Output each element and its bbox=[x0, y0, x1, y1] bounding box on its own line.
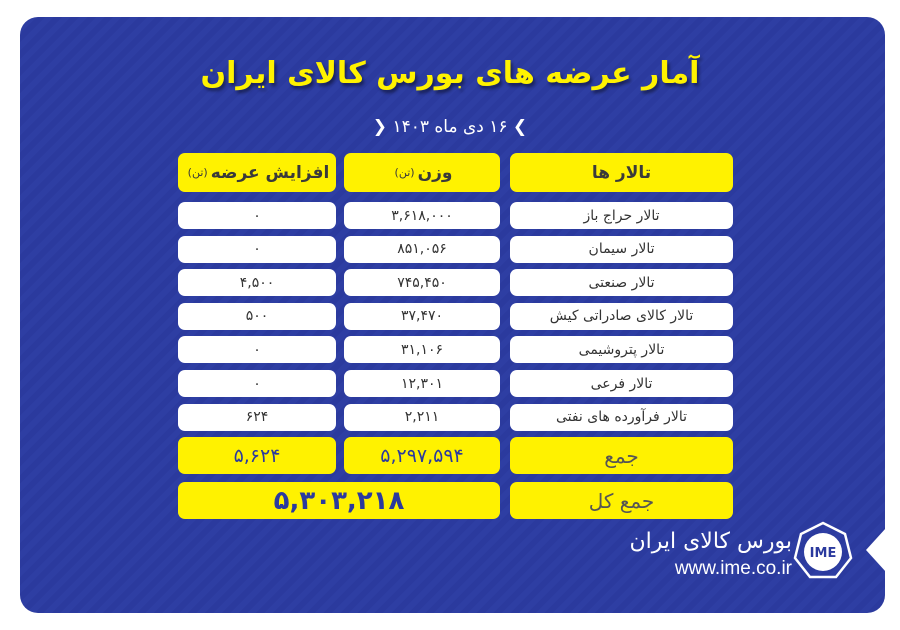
row-increase-cell: ۰ bbox=[178, 202, 336, 229]
row-increase-cell: ۶۲۴ bbox=[178, 403, 336, 431]
row-increase-cell: ۵۰۰ bbox=[178, 302, 336, 330]
header-halls-text: تالار ها bbox=[591, 162, 652, 183]
header-increase-text: افزایش عرضه bbox=[210, 162, 330, 183]
row-hall-cell: تالار پتروشیمی bbox=[510, 336, 733, 364]
sum-label: جمع bbox=[510, 437, 733, 474]
row-hall-cell: تالار کالای صادراتی کیش bbox=[510, 302, 733, 330]
date-label: ❯ ۱۶ دی ماه ۱۴۰۳ ❮ bbox=[372, 117, 528, 137]
row-hall-cell: تالار حراج باز bbox=[510, 202, 733, 229]
row-hall-cell: تالار سیمان bbox=[510, 235, 733, 263]
date-text: ۱۶ دی ماه ۱۴۰۳ bbox=[392, 117, 508, 137]
header-halls: تالار ها bbox=[510, 153, 733, 192]
footer: بورس کالای ایران www.ime.co.ir bbox=[629, 528, 792, 582]
row-hall-cell: تالار فرآورده های نفتی bbox=[510, 403, 733, 431]
header-increase: افزایش عرضه (تن) bbox=[178, 153, 336, 192]
row-weight-cell: ۳۱,۱۰۶ bbox=[344, 336, 500, 364]
row-weight-cell: ۸۵۱,۰۵۶ bbox=[344, 235, 500, 263]
sum-weight: ۵,۲۹۷,۵۹۴ bbox=[344, 437, 500, 474]
total-value: ۵,۳۰۳,۲۱۸ bbox=[178, 482, 500, 519]
website-url: www.ime.co.ir bbox=[674, 558, 792, 579]
sum-increase: ۵,۶۲۴ bbox=[178, 437, 336, 474]
header-weight-unit: (تن) bbox=[394, 166, 415, 179]
org-name: بورس کالای ایران bbox=[629, 529, 792, 554]
total-label: جمع کل bbox=[510, 482, 733, 519]
header-weight: وزن (تن) bbox=[344, 153, 500, 192]
card-notch bbox=[866, 528, 886, 572]
header-increase-unit: (تن) bbox=[187, 166, 208, 179]
row-increase-cell: ۴,۵۰۰ bbox=[178, 269, 336, 297]
page-title: آمار عرضه های بورس کالای ایران bbox=[200, 56, 700, 91]
row-increase-cell: ۰ bbox=[178, 336, 336, 364]
row-hall-cell: تالار فرعی bbox=[510, 370, 733, 397]
svg-text:IME: IME bbox=[810, 546, 837, 561]
row-weight-cell: ۳,۶۱۸,۰۰۰ bbox=[344, 202, 500, 229]
header-weight-text: وزن bbox=[417, 162, 453, 183]
row-increase-cell: ۰ bbox=[178, 235, 336, 263]
row-weight-cell: ۷۴۵,۴۵۰ bbox=[344, 269, 500, 297]
row-weight-cell: ۳۷,۴۷۰ bbox=[344, 302, 500, 330]
ime-logo-icon: IME bbox=[793, 521, 853, 579]
row-increase-cell: ۰ bbox=[178, 370, 336, 397]
row-weight-cell: ۱۲,۳۰۱ bbox=[344, 370, 500, 397]
row-hall-cell: تالار صنعتی bbox=[510, 269, 733, 297]
row-weight-cell: ۲,۲۱۱ bbox=[344, 403, 500, 431]
